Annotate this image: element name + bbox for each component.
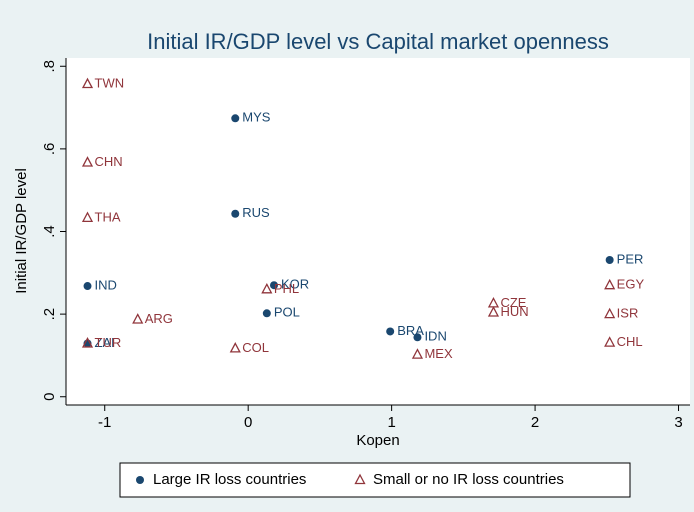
point-label: HUN [500, 304, 528, 319]
point-label: PHL [274, 281, 299, 296]
point [81, 77, 94, 89]
point [604, 307, 616, 319]
point-label: TWN [95, 75, 125, 90]
point [132, 313, 144, 324]
point [229, 342, 241, 353]
point-label: PER [617, 251, 644, 266]
x-tick-label: -1 [98, 414, 111, 431]
y-tick-label: .4 [41, 225, 58, 238]
point [81, 156, 94, 167]
point-label: TUR [95, 335, 122, 350]
point-label: POL [274, 305, 300, 320]
point [411, 348, 424, 359]
point-label: RUS [242, 205, 270, 220]
y-tick-label: .2 [41, 308, 58, 321]
x-tick-label: 3 [674, 414, 682, 431]
point [413, 333, 422, 342]
x-tick-label: 0 [244, 414, 252, 431]
x-tick-label: 2 [531, 414, 539, 431]
point-label: ISR [617, 306, 639, 321]
point [81, 211, 94, 223]
point-label: IND [95, 277, 117, 292]
point-label: ZAF [95, 335, 120, 350]
point-label: THA [95, 209, 121, 224]
point [262, 309, 271, 318]
legend-marker [354, 473, 366, 485]
point [81, 337, 94, 348]
point-label: COL [242, 340, 269, 355]
point [386, 327, 395, 336]
point [487, 306, 500, 317]
point-label: CHN [95, 154, 123, 169]
y-axis-label: Initial IR/GDP level [13, 168, 30, 294]
point-label: IDN [424, 329, 446, 344]
y-tick-label: .8 [41, 60, 58, 73]
point [604, 336, 616, 347]
legend-label: Small or no IR loss countries [373, 471, 564, 488]
x-axis-label: Kopen [356, 432, 399, 449]
point-label: EGY [617, 277, 645, 292]
point-label: MYS [242, 110, 271, 125]
y-tick-label: 0 [41, 393, 58, 401]
point-label: CHL [617, 334, 643, 349]
point [83, 282, 92, 291]
point [231, 209, 240, 218]
point [270, 281, 278, 290]
point [605, 256, 614, 265]
point [231, 114, 240, 123]
point-label: MEX [424, 346, 453, 361]
chart-title: Initial IR/GDP level vs Capital market o… [147, 29, 609, 54]
legend [119, 462, 631, 498]
y-tick-label: .6 [41, 143, 58, 156]
point-label: KOR [281, 277, 309, 292]
plot-area [66, 58, 690, 405]
point [604, 278, 616, 290]
point-label: ARG [145, 311, 173, 326]
point [261, 282, 273, 294]
x-tick-label: 1 [387, 414, 395, 431]
legend-marker [136, 476, 144, 484]
legend-label: Large IR loss countries [153, 471, 306, 488]
point-label: CZE [500, 295, 526, 310]
